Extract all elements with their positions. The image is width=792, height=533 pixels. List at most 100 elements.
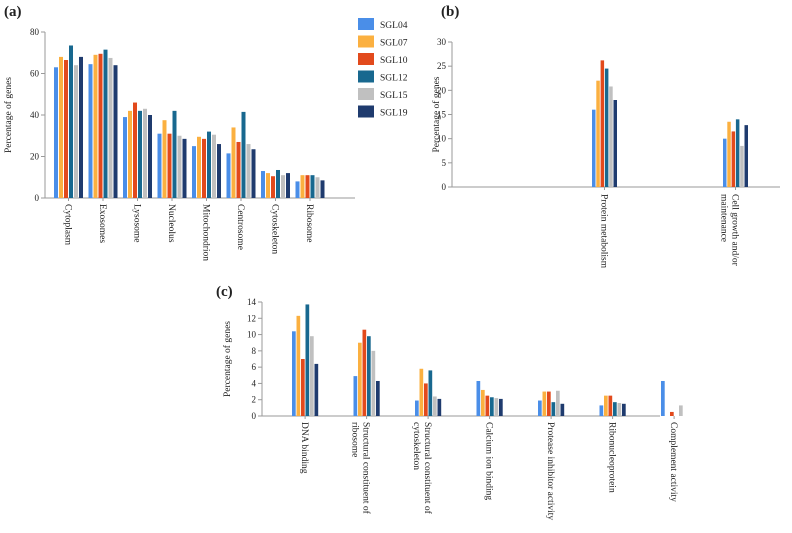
x-tick-label-a: Lysosome <box>132 204 142 243</box>
bar-a-SGL15-5 <box>246 144 251 198</box>
x-tick-label-line: Cytoplasm <box>63 204 73 246</box>
bar-c-SGL12-2 <box>428 370 433 416</box>
x-tick-label-a: Ribosome <box>304 204 314 243</box>
bar-c-SGL04-5 <box>599 405 604 416</box>
x-tick-label-c: Complement activity <box>668 422 678 502</box>
bar-b-SGL10-0 <box>600 60 605 188</box>
x-tick-label-line: maintenance <box>719 194 729 242</box>
bar-a-SGL07-7 <box>300 175 305 198</box>
y-tick-label-b: 20 <box>437 85 447 95</box>
bar-a-SGL07-0 <box>59 56 63 199</box>
bar-c-SGL15-0 <box>310 336 314 416</box>
x-tick-label-line: Calcium ion binding <box>484 422 494 500</box>
bar-a-SGL07-4 <box>197 136 201 198</box>
bar-b-SGL04-1 <box>723 138 727 187</box>
bar-a-SGL12-3 <box>172 110 177 198</box>
y-tick-label-c: 6 <box>252 362 257 372</box>
bar-a-SGL15-1 <box>108 57 113 198</box>
bar-b-SGL19-0 <box>613 100 617 187</box>
bar-a-SGL04-5 <box>226 153 231 198</box>
y-tick-label-c: 2 <box>252 395 257 405</box>
bar-c-SGL10-1 <box>362 329 367 416</box>
bar-a-SGL19-1 <box>113 65 118 198</box>
panel-label-b: (b) <box>441 4 459 20</box>
x-tick-label-line: Ribosome <box>304 204 314 243</box>
legend: SGL04 SGL07 SGL10 SGL12 SGL15 SGL19 <box>358 18 408 119</box>
bar-a-SGL07-5 <box>231 127 236 198</box>
y-axis-label-c: Percentage of genes <box>222 321 233 397</box>
y-tick-label-c: 14 <box>247 297 257 307</box>
panel-label-c: (c) <box>216 284 233 300</box>
y-tick-label-b: 15 <box>437 110 447 120</box>
x-tick-label-line: Ribonucleoprotein <box>607 422 617 493</box>
bar-c-SGL15-1 <box>371 350 376 416</box>
x-tick-label-c: Calcium ion binding <box>484 422 494 500</box>
legend-label-SGL10: SGL10 <box>380 56 408 66</box>
bar-c-SGL15-6 <box>679 405 683 416</box>
x-tick-label-line: Nucleolus <box>166 204 176 243</box>
bar-c-SGL07-4 <box>542 391 547 416</box>
bar-c-SGL12-1 <box>367 336 371 416</box>
panel-a: (a) 0 20 40 60 80 Percentage of genes Cytoplasm… <box>3 4 408 261</box>
panel-b: (b) 0 5 10 15 20 25 30 Percentage of genes Protei… <box>431 4 780 269</box>
bar-b-SGL19-1 <box>744 125 748 187</box>
legend-swatch-SGL10 <box>358 53 374 65</box>
legend-label-SGL07: SGL07 <box>380 39 408 49</box>
bar-a-SGL15-6 <box>281 175 285 198</box>
x-tick-label-line: Cell growth and/or <box>730 194 740 267</box>
bar-c-SGL07-1 <box>358 342 362 416</box>
x-tick-label-a: Cytoplasm <box>63 204 73 246</box>
x-tick-label-c: Protease inhibitor activity <box>545 422 555 520</box>
bar-c-SGL12-4 <box>551 402 556 416</box>
x-tick-label-line: Structural constituent of <box>361 422 372 515</box>
bar-c-SGL04-3 <box>476 380 481 416</box>
bar-c-SGL04-2 <box>415 400 419 416</box>
bar-b-SGL07-0 <box>596 80 600 187</box>
bar-a-SGL15-4 <box>212 134 216 198</box>
bar-a-SGL15-3 <box>177 135 182 198</box>
x-tick-label-a: Centrosome <box>235 204 245 250</box>
bar-a-SGL15-0 <box>74 65 78 198</box>
x-tick-label-a: Exosomes <box>97 204 107 243</box>
bar-a-SGL19-0 <box>79 56 83 199</box>
bar-b-SGL12-0 <box>604 68 609 187</box>
bar-c-SGL19-1 <box>376 380 380 416</box>
y-tick-label-a: 80 <box>30 27 40 37</box>
y-tick-label-b: 30 <box>437 37 447 47</box>
bar-c-SGL12-0 <box>305 304 310 416</box>
bar-a-SGL04-0 <box>54 67 58 198</box>
bar-a-SGL12-1 <box>103 49 108 198</box>
bar-a-SGL04-4 <box>192 146 196 199</box>
bar-c-SGL10-3 <box>485 395 490 416</box>
bar-a-SGL04-2 <box>123 117 127 198</box>
bar-c-SGL04-4 <box>538 400 542 416</box>
bar-a-SGL10-0 <box>64 60 68 199</box>
bar-c-SGL07-5 <box>604 395 608 416</box>
bar-c-SGL15-5 <box>617 402 622 416</box>
x-tick-label-line: DNA binding <box>299 422 309 474</box>
x-tick-label-b: Protein metabolism <box>599 194 609 269</box>
panel-label-a: (a) <box>4 4 22 20</box>
x-tick-label-c: DNA binding <box>299 422 309 474</box>
y-axis-label-a: Percentage of genes <box>3 77 14 153</box>
bar-a-SGL15-7 <box>315 177 320 198</box>
bar-a-SGL10-1 <box>98 53 103 198</box>
bar-c-SGL10-5 <box>608 395 613 416</box>
y-tick-label-a: 20 <box>30 152 40 162</box>
legend-label-SGL04: SGL04 <box>380 21 408 31</box>
bar-b-SGL04-0 <box>592 109 596 187</box>
x-tick-label-line: Lysosome <box>132 204 142 243</box>
bar-a-SGL04-6 <box>261 171 265 198</box>
y-axis-label-b: Percentage of genes <box>431 76 442 152</box>
x-tick-label-line: ribosome <box>350 422 360 457</box>
bar-a-SGL12-0 <box>69 45 73 198</box>
bar-c-SGL12-3 <box>490 397 494 416</box>
bar-a-SGL19-4 <box>217 144 221 198</box>
legend-swatch-SGL04 <box>358 18 374 30</box>
legend-label-SGL15: SGL15 <box>380 91 408 101</box>
bar-a-SGL15-2 <box>143 108 147 198</box>
y-tick-label-a: 0 <box>35 193 40 203</box>
x-tick-label-line: Protein metabolism <box>599 194 609 269</box>
bar-a-SGL10-3 <box>167 133 172 198</box>
